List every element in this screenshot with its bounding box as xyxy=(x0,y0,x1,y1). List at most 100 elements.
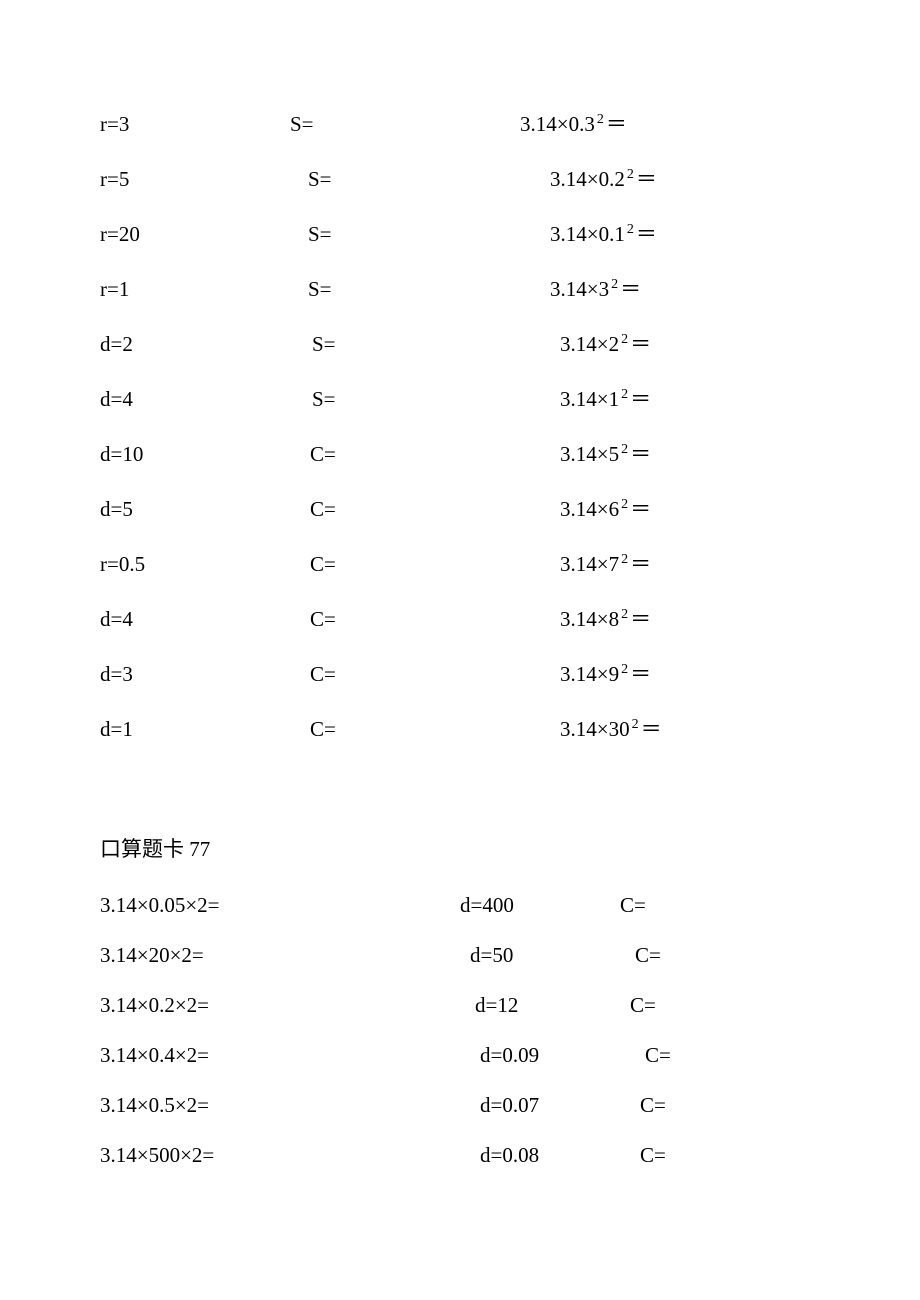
expression: 3.14×82＝ xyxy=(520,603,820,633)
given-value: d=0.09 xyxy=(460,1043,620,1068)
expr-base: 3.14×9 xyxy=(560,662,619,686)
given-value: r=20 xyxy=(100,222,290,247)
worksheet-row: 3.14×500×2= d=0.08 C= xyxy=(100,1143,820,1168)
exponent: 2 xyxy=(621,607,628,622)
exponent: 2 xyxy=(621,552,628,567)
expr-base: 3.14×30 xyxy=(560,717,630,741)
expr-base: 3.14×2 xyxy=(560,332,619,356)
worksheet-row: d=4 C= 3.14×82＝ xyxy=(100,603,820,633)
given-value: d=2 xyxy=(100,332,290,357)
solve-for: S= xyxy=(290,167,520,192)
expr-base: 3.14×0.3 xyxy=(520,112,595,136)
solve-for: S= xyxy=(290,112,520,137)
exponent: 2 xyxy=(621,442,628,457)
given-value: d=3 xyxy=(100,662,290,687)
worksheet-row: r=5 S= 3.14×0.22＝ xyxy=(100,163,820,193)
equals: ＝ xyxy=(641,717,662,741)
expr-base: 3.14×0.2 xyxy=(550,167,625,191)
given-value: d=50 xyxy=(460,943,620,968)
exponent: 2 xyxy=(627,167,634,182)
solve-for: S= xyxy=(290,277,520,302)
solve-for: C= xyxy=(620,993,820,1018)
worksheet-section-2: 口算题卡 77 3.14×0.05×2= d=400 C= 3.14×20×2=… xyxy=(100,833,820,1168)
solve-for: C= xyxy=(620,1093,820,1118)
exponent: 2 xyxy=(632,717,639,732)
equals: ＝ xyxy=(606,112,627,136)
exponent: 2 xyxy=(621,497,628,512)
solve-for: C= xyxy=(290,717,520,742)
solve-for: C= xyxy=(620,943,820,968)
given-value: d=0.07 xyxy=(460,1093,620,1118)
expression: 3.14×62＝ xyxy=(520,493,820,523)
section-heading: 口算题卡 77 xyxy=(100,833,820,863)
worksheet-row: r=3 S= 3.14×0.32＝ xyxy=(100,108,820,138)
worksheet-row: d=10 C= 3.14×52＝ xyxy=(100,438,820,468)
solve-for: C= xyxy=(620,1143,820,1168)
expression: 3.14×52＝ xyxy=(520,438,820,468)
expression: 3.14×0.5×2= xyxy=(100,1093,460,1118)
exponent: 2 xyxy=(597,112,604,127)
exponent: 2 xyxy=(621,662,628,677)
expression: 3.14×92＝ xyxy=(520,658,820,688)
given-value: d=4 xyxy=(100,607,290,632)
worksheet-row: d=1 C= 3.14×302＝ xyxy=(100,713,820,743)
expression: 3.14×22＝ xyxy=(520,328,820,358)
equals: ＝ xyxy=(630,607,651,631)
expr-base: 3.14×7 xyxy=(560,552,619,576)
solve-for: S= xyxy=(290,387,520,412)
expr-base: 3.14×5 xyxy=(560,442,619,466)
worksheet-row: r=0.5 C= 3.14×72＝ xyxy=(100,548,820,578)
equals: ＝ xyxy=(630,662,651,686)
expression: 3.14×72＝ xyxy=(520,548,820,578)
worksheet-row: r=1 S= 3.14×32＝ xyxy=(100,273,820,303)
solve-for: C= xyxy=(620,893,820,918)
expression: 3.14×12＝ xyxy=(520,383,820,413)
given-value: d=12 xyxy=(460,993,620,1018)
given-value: r=3 xyxy=(100,112,290,137)
worksheet-row: d=5 C= 3.14×62＝ xyxy=(100,493,820,523)
solve-for: S= xyxy=(290,332,520,357)
equals: ＝ xyxy=(620,277,641,301)
expression: 3.14×32＝ xyxy=(520,273,820,303)
worksheet-row: d=2 S= 3.14×22＝ xyxy=(100,328,820,358)
expression: 3.14×0.4×2= xyxy=(100,1043,460,1068)
given-value: r=5 xyxy=(100,167,290,192)
exponent: 2 xyxy=(621,332,628,347)
given-value: r=0.5 xyxy=(100,552,290,577)
expr-base: 3.14×8 xyxy=(560,607,619,631)
worksheet-row: r=20 S= 3.14×0.12＝ xyxy=(100,218,820,248)
expression: 3.14×0.32＝ xyxy=(520,108,820,138)
given-value: d=5 xyxy=(100,497,290,522)
solve-for: C= xyxy=(290,442,520,467)
exponent: 2 xyxy=(627,222,634,237)
solve-for: C= xyxy=(290,497,520,522)
given-value: d=1 xyxy=(100,717,290,742)
exponent: 2 xyxy=(621,387,628,402)
given-value: d=4 xyxy=(100,387,290,412)
worksheet-row: 3.14×0.5×2= d=0.07 C= xyxy=(100,1093,820,1118)
equals: ＝ xyxy=(630,332,651,356)
expression: 3.14×0.22＝ xyxy=(520,163,820,193)
expr-base: 3.14×3 xyxy=(550,277,609,301)
solve-for: S= xyxy=(290,222,520,247)
expression: 3.14×20×2= xyxy=(100,943,460,968)
expr-base: 3.14×1 xyxy=(560,387,619,411)
worksheet-row: 3.14×0.4×2= d=0.09 C= xyxy=(100,1043,820,1068)
expression: 3.14×0.2×2= xyxy=(100,993,460,1018)
solve-for: C= xyxy=(620,1043,820,1068)
worksheet-row: 3.14×0.2×2= d=12 C= xyxy=(100,993,820,1018)
given-value: r=1 xyxy=(100,277,290,302)
given-value: d=0.08 xyxy=(460,1143,620,1168)
worksheet-row: 3.14×0.05×2= d=400 C= xyxy=(100,893,820,918)
equals: ＝ xyxy=(630,552,651,576)
solve-for: C= xyxy=(290,607,520,632)
worksheet-row: d=3 C= 3.14×92＝ xyxy=(100,658,820,688)
expression: 3.14×0.12＝ xyxy=(520,218,820,248)
worksheet-row: 3.14×20×2= d=50 C= xyxy=(100,943,820,968)
equals: ＝ xyxy=(630,442,651,466)
expr-base: 3.14×0.1 xyxy=(550,222,625,246)
exponent: 2 xyxy=(611,277,618,292)
equals: ＝ xyxy=(630,497,651,521)
worksheet-row: d=4 S= 3.14×12＝ xyxy=(100,383,820,413)
given-value: d=400 xyxy=(460,893,620,918)
